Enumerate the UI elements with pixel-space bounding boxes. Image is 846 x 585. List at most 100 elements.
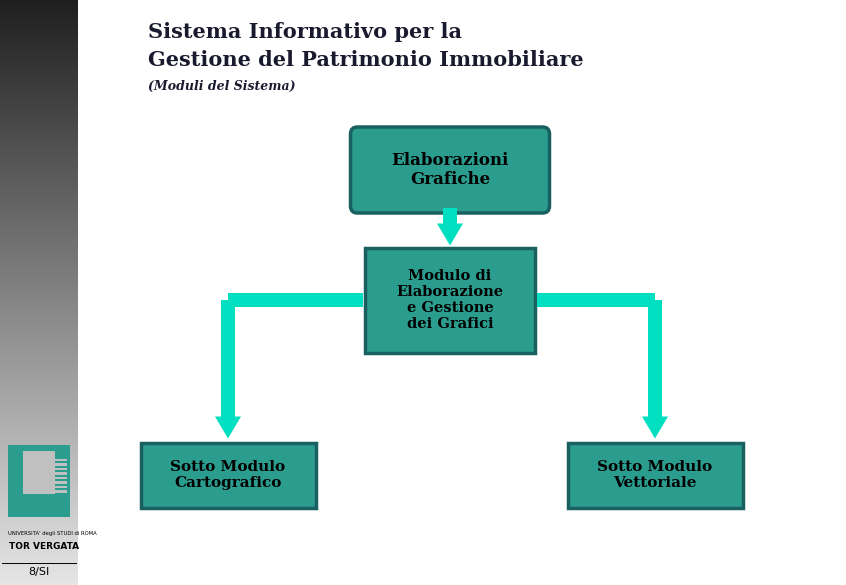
Bar [0, 111, 78, 113]
Bar [0, 491, 78, 493]
Bar [0, 115, 78, 117]
Bar [0, 501, 78, 503]
Bar [0, 6, 78, 8]
Bar [0, 316, 78, 318]
Bar [36, 486, 67, 488]
Bar [0, 435, 78, 437]
Bar [0, 144, 78, 146]
Bar [0, 121, 78, 123]
Bar [0, 343, 78, 345]
Bar [0, 351, 78, 353]
Bar [0, 176, 78, 177]
Bar [0, 437, 78, 439]
Bar [0, 306, 78, 308]
Bar [0, 355, 78, 357]
Text: Sistema Informativo per la: Sistema Informativo per la [148, 22, 462, 42]
Bar [0, 76, 78, 78]
Bar [0, 216, 78, 218]
Bar [0, 390, 78, 392]
Bar [0, 130, 78, 133]
Bar [0, 497, 78, 499]
Bar [0, 402, 78, 404]
Bar [0, 359, 78, 361]
Bar [0, 548, 78, 550]
Bar [365, 247, 535, 353]
Bar [0, 12, 78, 13]
Bar [0, 218, 78, 221]
Polygon shape [228, 293, 363, 307]
Bar [0, 54, 78, 57]
Bar [0, 275, 78, 277]
Bar [0, 142, 78, 144]
Bar [0, 503, 78, 505]
Bar [0, 4, 78, 6]
Bar [0, 74, 78, 76]
Bar [0, 232, 78, 234]
Bar [0, 265, 78, 267]
Bar [0, 515, 78, 517]
Bar [0, 197, 78, 199]
Bar [0, 257, 78, 259]
Bar [0, 328, 78, 329]
Bar [0, 320, 78, 322]
Bar [0, 92, 78, 94]
Bar [0, 269, 78, 271]
Bar [0, 455, 78, 456]
Bar [0, 127, 78, 129]
Bar [0, 51, 78, 53]
Bar [0, 0, 78, 2]
Bar [0, 294, 78, 297]
Bar [0, 212, 78, 215]
Bar [0, 195, 78, 197]
Bar [0, 581, 78, 583]
Bar [0, 493, 78, 495]
Bar [0, 171, 78, 174]
Bar [0, 536, 78, 538]
Bar [0, 222, 78, 224]
Bar [0, 84, 78, 86]
Bar [0, 57, 78, 59]
Bar [0, 380, 78, 382]
Bar [0, 446, 78, 449]
Bar [0, 64, 78, 66]
Bar [0, 207, 78, 209]
Bar [0, 152, 78, 154]
Bar [0, 267, 78, 269]
Bar [0, 238, 78, 240]
Bar [0, 170, 78, 171]
Bar [0, 164, 78, 166]
Bar [0, 462, 78, 464]
Bar [0, 384, 78, 386]
Bar [0, 136, 78, 139]
Bar [0, 353, 78, 355]
Bar [0, 396, 78, 398]
Bar [0, 105, 78, 107]
Text: Modulo di
Elaborazione
e Gestione
dei Grafici: Modulo di Elaborazione e Gestione dei Gr… [397, 269, 503, 331]
Bar [0, 139, 78, 140]
Text: TOR VERGATA: TOR VERGATA [9, 542, 80, 551]
Bar [0, 228, 78, 230]
Bar [0, 256, 78, 257]
Bar [0, 567, 78, 569]
Bar [0, 573, 78, 575]
Bar [0, 221, 78, 222]
Bar [0, 31, 78, 33]
Bar [0, 417, 78, 419]
Bar [0, 408, 78, 409]
Bar [0, 569, 78, 572]
Bar [36, 467, 67, 470]
Bar [0, 13, 78, 16]
Bar [0, 119, 78, 121]
Bar [0, 302, 78, 304]
Bar [0, 405, 78, 408]
Bar [0, 113, 78, 115]
Bar [0, 308, 78, 310]
Bar [36, 463, 67, 466]
Bar [0, 47, 78, 49]
Bar [0, 78, 78, 80]
Bar [0, 99, 78, 101]
Bar [0, 398, 78, 400]
Bar [0, 507, 78, 509]
Bar [0, 423, 78, 425]
Bar [0, 234, 78, 236]
